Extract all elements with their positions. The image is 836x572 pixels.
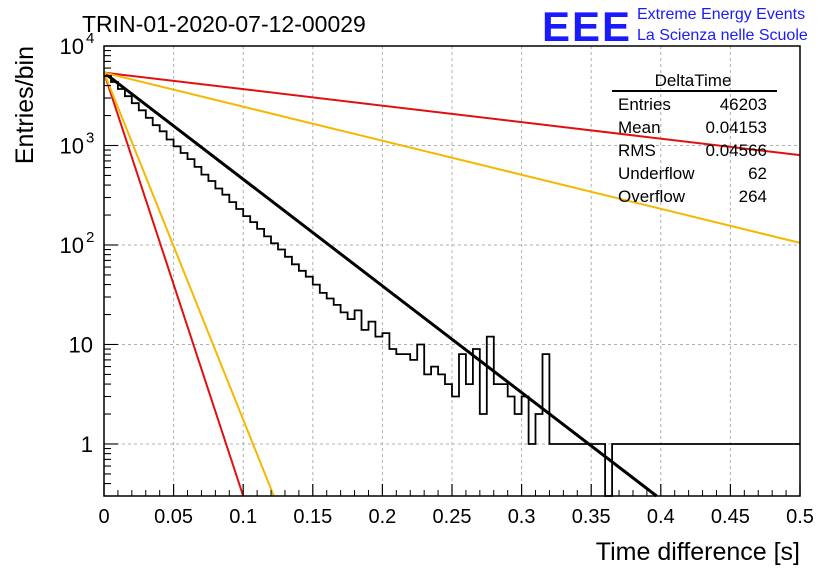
grid-lines (104, 46, 800, 496)
x-axis-ticks: 0 0.05 0.1 0.15 0.2 0.25 0.3 0.35 0.4 0.45 0.5 (98, 484, 814, 528)
stats-label-overflow: Overflow (618, 187, 686, 206)
x-tick-label-3: 0.15 (293, 506, 332, 528)
stats-label-rms: RMS (618, 141, 656, 160)
y-tick-exponent-3: 3 (86, 129, 94, 146)
y-tick-label-1: 10 (69, 332, 93, 357)
y-axis-label: Entries/bin (11, 46, 39, 164)
stats-value-mean: 0.04153 (706, 118, 767, 137)
fit-curve-orange-3 (103, 71, 801, 244)
stats-box: DeltaTime Entries 46203 Mean 0.04153 RMS 0.04… (612, 71, 777, 206)
x-tick-label-2: 0.1 (229, 506, 257, 528)
stats-rows: Entries 46203 Mean 0.04153 RMS 0.04566 Underfl… (618, 95, 767, 206)
logo-mark: EEE (542, 3, 632, 50)
stats-value-underflow: 62 (748, 164, 767, 183)
x-tick-label-0: 0 (98, 506, 109, 528)
stats-title: DeltaTime (655, 71, 732, 90)
x-tick-label-10: 0.5 (786, 506, 814, 528)
eee-logo: EEE Extreme Energy Events La Scienza nel… (542, 3, 808, 50)
logo-line-1: Extreme Energy Events (637, 6, 805, 23)
histogram (104, 75, 800, 497)
run-title: TRIN-01-2020-07-12-00029 (82, 11, 366, 37)
y-tick-exponent-2: 2 (86, 229, 94, 246)
x-tick-label-8: 0.4 (647, 506, 675, 528)
fit-curve-red-1 (103, 71, 801, 157)
stats-label-underflow: Underflow (618, 164, 695, 183)
histogram-outline (104, 75, 800, 497)
x-tick-label-7: 0.35 (572, 506, 611, 528)
x-tick-label-5: 0.25 (433, 506, 472, 528)
y-tick-label-4: 10 (60, 34, 84, 59)
y-tick-label-2: 10 (60, 233, 84, 258)
x-tick-label-1: 0.05 (154, 506, 193, 528)
fit-curve-red-2 (103, 72, 245, 497)
y-tick-label-0: 1 (81, 432, 93, 457)
logo-line-2: La Scienza nelle Scuole (637, 27, 808, 44)
stats-value-rms: 0.04566 (706, 141, 767, 160)
fit-curve-black-0 (103, 71, 658, 498)
fit-curve-orange-4 (103, 72, 275, 497)
stats-label-entries: Entries (618, 95, 671, 114)
x-tick-label-9: 0.45 (711, 506, 750, 528)
stats-label-mean: Mean (618, 118, 661, 137)
x-tick-label-6: 0.3 (508, 506, 536, 528)
fit-curves (103, 71, 801, 498)
y-tick-label-3: 10 (60, 133, 84, 158)
y-tick-exponent-4: 4 (86, 30, 94, 47)
stats-value-entries: 46203 (720, 95, 767, 114)
x-axis-label: Time difference [s] (596, 538, 800, 566)
x-tick-label-4: 0.2 (368, 506, 396, 528)
stats-value-overflow: 264 (739, 187, 767, 206)
